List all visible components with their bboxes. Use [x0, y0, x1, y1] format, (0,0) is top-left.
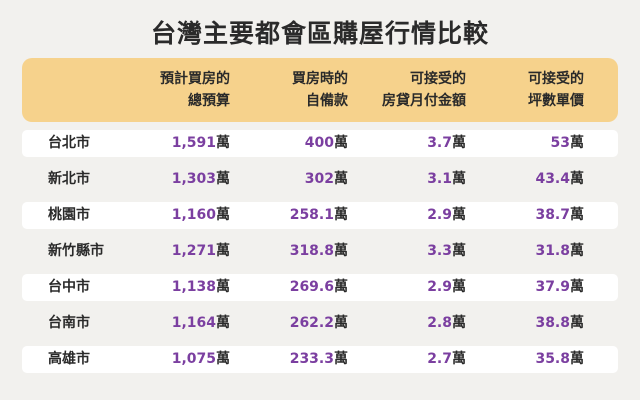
city-name: 新北市	[48, 171, 90, 187]
table-row: 台北市 1,591萬 400萬 3.7萬 53萬	[22, 130, 618, 157]
budget-cell: 1,138萬	[171, 279, 230, 295]
city-name: 台北市	[48, 135, 90, 151]
budget-cell: 1,075萬	[171, 351, 230, 367]
budget-cell: 1,591萬	[171, 135, 230, 151]
table-row: 桃園市 1,160萬 258.1萬 2.9萬 38.7萬	[22, 202, 618, 229]
city-name: 桃園市	[48, 207, 90, 223]
page-title: 台灣主要都會區購屋行情比較	[150, 19, 489, 48]
table-row: 台南市 1,164萬 262.2萬 2.8萬 38.8萬	[22, 310, 618, 337]
header-monthly-payment: 可接受的 房貸月付金額	[382, 71, 466, 109]
unit-price-cell: 43.4萬	[535, 171, 584, 187]
down-payment-cell: 269.6萬	[289, 279, 348, 295]
budget-cell: 1,164萬	[171, 315, 230, 331]
budget-cell: 1,303萬	[171, 171, 230, 187]
down-payment-cell: 262.2萬	[289, 315, 348, 331]
city-name: 台南市	[48, 315, 90, 331]
down-payment-cell: 258.1萬	[289, 207, 348, 223]
budget-cell: 1,271萬	[171, 243, 230, 259]
monthly-payment-cell: 2.7萬	[427, 351, 466, 367]
monthly-payment-cell: 3.7萬	[427, 135, 466, 151]
unit-price-cell: 31.8萬	[535, 243, 584, 259]
table-row: 新竹縣市 1,271萬 318.8萬 3.3萬 31.8萬	[22, 238, 618, 265]
down-payment-cell: 318.8萬	[289, 243, 348, 259]
unit-price-cell: 53萬	[550, 135, 584, 151]
unit-price-cell: 35.8萬	[535, 351, 584, 367]
header-total-budget: 預計買房的 總預算	[160, 71, 230, 109]
table-row: 高雄市 1,075萬 233.3萬 2.7萬 35.8萬	[22, 346, 618, 373]
table-header: 預計買房的 總預算 買房時的 自備款 可接受的 房貸月付金額 可接受的 坪數單價	[22, 58, 618, 122]
city-name: 高雄市	[48, 351, 90, 367]
unit-price-cell: 38.7萬	[535, 207, 584, 223]
monthly-payment-cell: 2.8萬	[427, 315, 466, 331]
down-payment-cell: 400萬	[304, 135, 348, 151]
monthly-payment-cell: 2.9萬	[427, 207, 466, 223]
header-unit-price: 可接受的 坪數單價	[528, 71, 584, 109]
monthly-payment-cell: 3.3萬	[427, 243, 466, 259]
down-payment-cell: 302萬	[304, 171, 348, 187]
city-name: 新竹縣市	[48, 243, 104, 259]
header-down-payment: 買房時的 自備款	[292, 71, 348, 109]
monthly-payment-cell: 2.9萬	[427, 279, 466, 295]
unit-price-cell: 38.8萬	[535, 315, 584, 331]
table-row: 新北市 1,303萬 302萬 3.1萬 43.4萬	[22, 166, 618, 193]
city-name: 台中市	[48, 279, 90, 295]
budget-cell: 1,160萬	[171, 207, 230, 223]
monthly-payment-cell: 3.1萬	[427, 171, 466, 187]
down-payment-cell: 233.3萬	[289, 351, 348, 367]
table-row: 台中市 1,138萬 269.6萬 2.9萬 37.9萬	[22, 274, 618, 301]
unit-price-cell: 37.9萬	[535, 279, 584, 295]
